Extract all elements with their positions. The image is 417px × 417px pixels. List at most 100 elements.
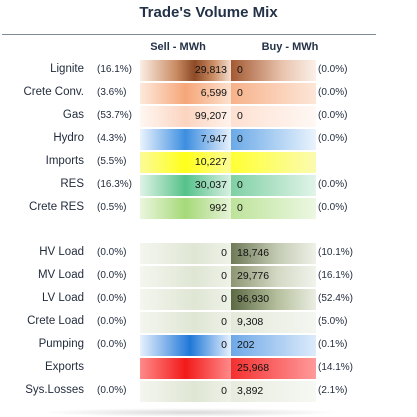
- buy-value: 0: [237, 87, 243, 99]
- buy-value: 29,776: [237, 270, 270, 282]
- buy-percent: (10.1%): [318, 247, 354, 258]
- row-label: Crete Conv.: [23, 86, 84, 98]
- row-res: RES (16.3%) 30,037 0 (0.0%): [0, 174, 417, 196]
- sell-value-cell: 7,947: [140, 129, 231, 150]
- sell-value-cell: 6,599: [140, 83, 231, 104]
- row-label: Exports: [45, 361, 84, 373]
- row-hv-load: HV Load (0.0%) 0 18,746 (10.1%): [0, 242, 417, 264]
- sell-value: 0: [221, 316, 227, 328]
- buy-percent: (52.4%): [318, 293, 354, 304]
- buy-value-cell: 18,746: [231, 243, 316, 264]
- buy-value-cell: 25,968: [231, 358, 316, 379]
- sell-percent: (0.0%): [97, 293, 127, 304]
- sell-value: 6,599: [200, 87, 227, 99]
- buy-value-cell: 0: [231, 198, 316, 219]
- buy-value: 0: [237, 179, 243, 191]
- buy-percent: (0.0%): [318, 179, 348, 190]
- panel-title: Trade's Volume Mix: [139, 4, 278, 21]
- buy-value-cell: 9,308: [231, 312, 316, 333]
- row-gas: Gas (53.7%) 99,207 0 (0.0%): [0, 105, 417, 127]
- row-label: MV Load: [37, 269, 84, 281]
- buy-percent: (0.0%): [318, 87, 348, 98]
- row-imports: Imports (5.5%) 10,227: [0, 151, 417, 173]
- sell-value: 0: [221, 339, 227, 351]
- sell-column-header: Sell - MWh: [150, 41, 206, 53]
- sell-value-cell: 0: [140, 312, 231, 333]
- sell-value-cell: 10,227: [140, 152, 231, 173]
- sell-percent: (16.1%): [97, 64, 133, 75]
- buy-value-cell: 96,930: [231, 289, 316, 310]
- buy-value-cell: 0: [231, 129, 316, 150]
- sell-value-cell: 0: [140, 289, 231, 310]
- bottom-shadow: [40, 408, 340, 417]
- buy-value-cell: 202: [231, 335, 316, 356]
- buy-percent: (14.1%): [318, 362, 354, 373]
- sell-percent: (16.3%): [97, 179, 133, 190]
- sell-percent: (0.5%): [97, 202, 127, 213]
- buy-percent: (0.1%): [318, 339, 348, 350]
- buy-value: 202: [237, 339, 255, 351]
- row-lv-load: LV Load (0.0%) 0 96,930 (52.4%): [0, 288, 417, 310]
- row-mv-load: MV Load (0.0%) 0 29,776 (16.1%): [0, 265, 417, 287]
- buy-value: 96,930: [237, 293, 270, 305]
- row-sys-losses: Sys.Losses (0.0%) 0 3,892 (2.1%): [0, 380, 417, 402]
- buy-value-cell: 0: [231, 60, 316, 81]
- sell-percent: (0.0%): [97, 270, 127, 281]
- buy-percent: (2.1%): [318, 385, 348, 396]
- buy-value: 0: [237, 110, 243, 122]
- buy-percent: (0.0%): [318, 64, 348, 75]
- sell-percent: (53.7%): [97, 110, 133, 121]
- sell-value: 10,227: [194, 156, 227, 168]
- sell-value: 992: [209, 202, 227, 214]
- buy-value-cell: 0: [231, 83, 316, 104]
- buy-value: 9,308: [237, 316, 264, 328]
- row-label: Gas: [62, 109, 84, 121]
- buy-value: 0: [237, 133, 243, 145]
- sell-value-cell: 30,037: [140, 175, 231, 196]
- row-exports: Exports 25,968 (14.1%): [0, 357, 417, 379]
- buy-value-cell: 29,776: [231, 266, 316, 287]
- sell-value: 0: [221, 385, 227, 397]
- buy-percent: (0.0%): [318, 110, 348, 121]
- row-crete-res: Crete RES (0.5%) 992 0 (0.0%): [0, 197, 417, 219]
- row-label: HV Load: [39, 246, 84, 258]
- buy-value: 0: [237, 64, 243, 76]
- row-label: Hydro: [53, 132, 84, 144]
- sell-value: 29,813: [194, 64, 227, 76]
- row-label: Lignite: [50, 63, 84, 75]
- row-label: Sys.Losses: [25, 384, 84, 396]
- sell-value-cell: [140, 358, 231, 379]
- sell-value-cell: 992: [140, 198, 231, 219]
- buy-value-cell: 3,892: [231, 381, 316, 402]
- buy-value-cell: 0: [231, 175, 316, 196]
- row-label: Crete RES: [29, 201, 84, 213]
- title-divider: [2, 34, 376, 35]
- buy-percent: (0.0%): [318, 202, 348, 213]
- row-label: Crete Load: [27, 315, 84, 327]
- sell-value-cell: 29,813: [140, 60, 231, 81]
- buy-value: 25,968: [237, 362, 270, 374]
- sell-percent: (3.6%): [97, 87, 127, 98]
- buy-value-cell: 0: [231, 106, 316, 127]
- buy-value: 3,892: [237, 385, 264, 397]
- row-label: RES: [60, 178, 84, 190]
- sell-value: 30,037: [194, 179, 227, 191]
- sell-value: 0: [221, 247, 227, 259]
- buy-value: 0: [237, 202, 243, 214]
- sell-percent: (0.0%): [97, 247, 127, 258]
- sell-percent: (5.5%): [97, 156, 127, 167]
- sell-percent: (0.0%): [97, 385, 127, 396]
- row-lignite: Lignite (16.1%) 29,813 0 (0.0%): [0, 59, 417, 81]
- row-label: LV Load: [42, 292, 84, 304]
- sell-value: 0: [221, 270, 227, 282]
- sell-value: 99,207: [194, 110, 227, 122]
- sell-value: 7,947: [200, 133, 227, 145]
- row-hydro: Hydro (4.3%) 7,947 0 (0.0%): [0, 128, 417, 150]
- sell-value: 0: [221, 293, 227, 305]
- sell-value-cell: 99,207: [140, 106, 231, 127]
- sell-value-cell: 0: [140, 243, 231, 264]
- buy-value: 18,746: [237, 247, 270, 259]
- sell-value-cell: 0: [140, 381, 231, 402]
- row-crete-load: Crete Load (0.0%) 0 9,308 (5.0%): [0, 311, 417, 333]
- row-label: Pumping: [38, 338, 84, 350]
